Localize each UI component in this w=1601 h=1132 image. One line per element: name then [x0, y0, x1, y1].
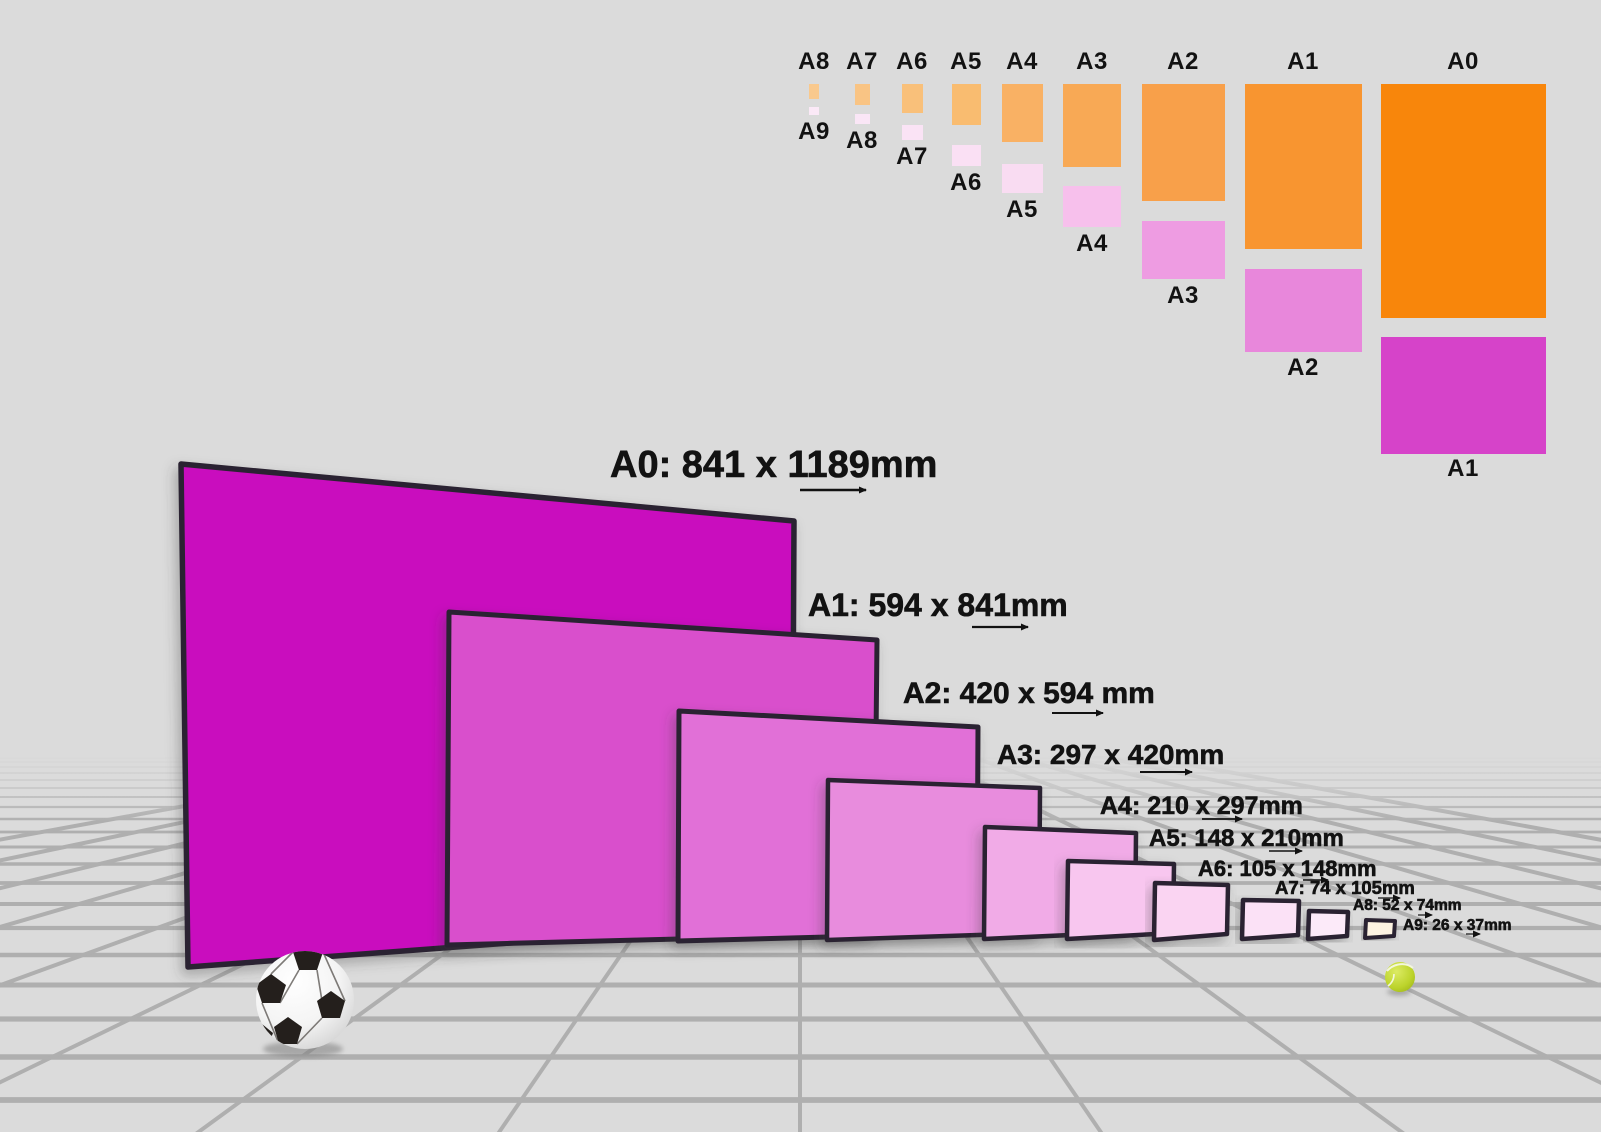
dimension-label-a0: A0: 841 x 1189mm: [610, 444, 937, 486]
landscape-swatch-a5: [1002, 164, 1043, 193]
portrait-swatch-a3: [1063, 84, 1121, 167]
halving-bottom-label: A4: [1076, 230, 1108, 257]
portrait-swatch-a5: [952, 84, 981, 125]
dimension-label-a7: A7: 74 x 105mm: [1275, 877, 1415, 898]
portrait-swatch-a8: [809, 84, 819, 99]
landscape-swatch-a6: [952, 145, 981, 166]
dimension-label-a2: A2: 420 x 594 mm: [903, 677, 1155, 710]
tennis-ball-seam: [1387, 973, 1395, 987]
landscape-swatch-a1: [1381, 337, 1546, 454]
dimension-label-a8: A8: 52 x 74mm: [1353, 897, 1462, 914]
halving-chart: A8 A9 A7 A8 A6 A7 A5 A6 A4 A5 A3 A4 A2 A…: [798, 48, 1546, 482]
halving-bottom-label: A7: [896, 143, 928, 170]
halving-top-label: A2: [1167, 48, 1199, 75]
halving-bottom-label: A3: [1167, 282, 1199, 309]
sheet-a8: [1305, 908, 1351, 942]
tennis-ball-seam: [1386, 963, 1414, 972]
halving-top-label: A5: [950, 48, 982, 75]
portrait-swatch-a2: [1142, 84, 1225, 201]
portrait-swatch-a1: [1245, 84, 1362, 249]
portrait-swatch-a6: [902, 84, 923, 113]
landscape-swatch-a3: [1142, 221, 1225, 279]
landscape-swatch-a7: [902, 125, 923, 140]
dimension-label-a9: A9: 26 x 37mm: [1403, 917, 1512, 934]
halving-bottom-label: A1: [1447, 455, 1479, 482]
dimension-label-a1: A1: 594 x 841mm: [808, 587, 1068, 623]
halving-bottom-label: A6: [950, 169, 982, 196]
halving-top-label: A4: [1006, 48, 1038, 75]
sheet-a7: [1239, 897, 1302, 942]
dimension-label-a3: A3: 297 x 420mm: [997, 739, 1224, 770]
sheet-stack: [178, 461, 1397, 970]
dimension-label-a5: A5: 148 x 210mm: [1149, 825, 1344, 852]
landscape-swatch-a8: [855, 114, 870, 124]
portrait-swatch-a7: [855, 84, 870, 105]
sheet-a6: [1151, 880, 1231, 943]
tennis-ball: [1385, 962, 1415, 996]
halving-top-label: A1: [1287, 48, 1319, 75]
halving-bottom-label: A9: [798, 118, 830, 145]
halving-bottom-label: A5: [1006, 196, 1038, 223]
dimension-label-a4: A4: 210 x 297mm: [1100, 792, 1303, 820]
halving-top-label: A0: [1447, 48, 1479, 75]
halving-bottom-label: A8: [846, 127, 878, 154]
halving-bottom-label: A2: [1287, 354, 1319, 381]
dimension-labels: A0: 841 x 1189mm A1: 594 x 841mm A2: 420…: [610, 444, 1512, 938]
landscape-swatch-a9: [809, 107, 819, 115]
sheet-a9: [1363, 918, 1397, 940]
halving-top-label: A3: [1076, 48, 1108, 75]
portrait-swatch-a4: [1002, 84, 1043, 142]
tennis-ball-body: [1385, 962, 1415, 992]
halving-top-label: A6: [896, 48, 928, 75]
halving-top-label: A7: [846, 48, 878, 75]
dimension-label-a6: A6: 105 x 148mm: [1198, 856, 1377, 881]
landscape-swatch-a4: [1063, 186, 1121, 227]
soccer-ball: [256, 951, 354, 1057]
halving-top-label: A8: [798, 48, 830, 75]
landscape-swatch-a2: [1245, 269, 1362, 352]
portrait-swatch-a0: [1381, 84, 1546, 318]
